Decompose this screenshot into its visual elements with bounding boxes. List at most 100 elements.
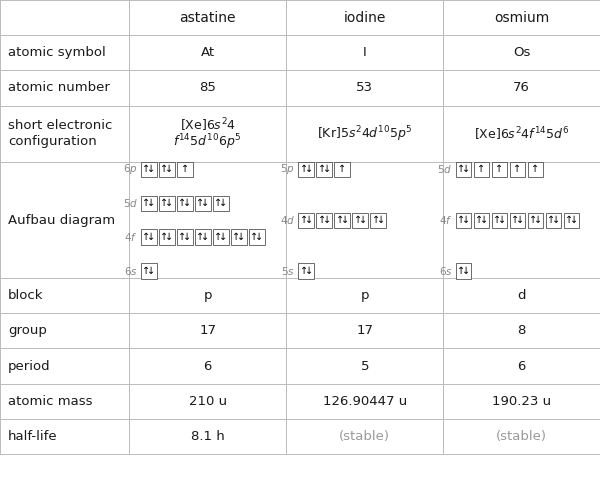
Text: 5: 5 (361, 360, 369, 373)
Text: atomic number: atomic number (8, 81, 110, 94)
Text: ↑: ↑ (371, 215, 380, 225)
Text: ↑: ↑ (457, 215, 465, 225)
Text: ↑: ↑ (477, 164, 485, 174)
Text: $f^{14}$5$d^{10}$6$p^5$: $f^{14}$5$d^{10}$6$p^5$ (173, 133, 242, 152)
Text: ↓: ↓ (166, 232, 173, 242)
Text: Aufbau diagram: Aufbau diagram (8, 214, 115, 227)
Text: ↓: ↓ (238, 232, 245, 242)
Text: 6$\it{s}$: 6$\it{s}$ (439, 265, 452, 277)
Bar (298, 263, 314, 279)
Text: ↑: ↑ (142, 266, 151, 276)
Text: ↓: ↓ (202, 232, 209, 242)
Bar (316, 161, 332, 177)
Text: ↓: ↓ (305, 215, 313, 225)
Text: At: At (200, 46, 215, 59)
Bar (213, 229, 229, 245)
Text: ↓: ↓ (323, 215, 331, 225)
Bar (370, 213, 386, 228)
Text: I: I (363, 46, 367, 59)
Text: ↑: ↑ (299, 164, 308, 174)
Text: 76: 76 (513, 81, 530, 94)
Text: ↓: ↓ (148, 198, 155, 208)
Text: 6: 6 (518, 360, 526, 373)
Text: ↓: ↓ (220, 198, 227, 208)
Text: 17: 17 (356, 324, 373, 337)
Bar (177, 229, 193, 245)
Text: ↓: ↓ (480, 215, 488, 225)
Text: d: d (517, 289, 526, 302)
Text: ↑: ↑ (214, 198, 223, 208)
Text: 5$\it{d}$: 5$\it{d}$ (123, 197, 138, 209)
Text: atomic mass: atomic mass (8, 395, 92, 408)
Text: ↑: ↑ (511, 215, 519, 225)
Bar (509, 161, 525, 177)
Text: astatine: astatine (179, 11, 236, 25)
Text: ↓: ↓ (462, 164, 470, 174)
Text: 126.90447 u: 126.90447 u (323, 395, 407, 408)
Text: ↑: ↑ (457, 266, 465, 276)
Text: p: p (203, 289, 212, 302)
Text: ↑: ↑ (353, 215, 362, 225)
Text: ↓: ↓ (323, 164, 331, 174)
Bar (473, 213, 489, 228)
Text: [Kr]5$s^2$4$d^{10}$5$p^5$: [Kr]5$s^2$4$d^{10}$5$p^5$ (317, 124, 413, 144)
Text: ↓: ↓ (184, 198, 191, 208)
Text: ↓: ↓ (148, 164, 155, 174)
Text: 210 u: 210 u (188, 395, 227, 408)
Text: ↑: ↑ (513, 164, 521, 174)
Text: 190.23 u: 190.23 u (492, 395, 551, 408)
Text: ↑: ↑ (214, 232, 223, 242)
Text: ↑: ↑ (335, 215, 344, 225)
Text: 6$\it{s}$: 6$\it{s}$ (124, 265, 138, 277)
Text: ↑: ↑ (565, 215, 573, 225)
Text: ↓: ↓ (166, 164, 173, 174)
Text: ↓: ↓ (184, 232, 191, 242)
Text: 17: 17 (199, 324, 216, 337)
Text: 85: 85 (199, 81, 216, 94)
Text: ↓: ↓ (148, 232, 155, 242)
Bar (141, 229, 157, 245)
Bar (159, 229, 175, 245)
Text: ↑: ↑ (299, 215, 308, 225)
Text: ↑: ↑ (142, 164, 151, 174)
Bar (473, 161, 489, 177)
Text: iodine: iodine (344, 11, 386, 25)
Text: ↑: ↑ (475, 215, 483, 225)
Bar (545, 213, 561, 228)
Text: ↑: ↑ (529, 215, 537, 225)
Text: ↓: ↓ (148, 266, 155, 276)
Bar (213, 196, 229, 211)
Bar (509, 213, 525, 228)
Text: ↓: ↓ (305, 164, 313, 174)
Bar (249, 229, 265, 245)
Bar (455, 263, 471, 279)
Text: 6$\it{p}$: 6$\it{p}$ (123, 162, 138, 176)
Text: ↑: ↑ (493, 215, 501, 225)
Text: ↑: ↑ (457, 164, 465, 174)
Text: 8.1 h: 8.1 h (191, 430, 224, 443)
Bar (491, 213, 507, 228)
Text: ↑: ↑ (196, 232, 205, 242)
Bar (334, 213, 350, 228)
Text: ↑: ↑ (250, 232, 259, 242)
Bar (177, 161, 193, 177)
Text: ↓: ↓ (462, 215, 470, 225)
Text: ↑: ↑ (495, 164, 503, 174)
Bar (231, 229, 247, 245)
Bar (141, 196, 157, 211)
Bar (195, 229, 211, 245)
Bar (195, 196, 211, 211)
Text: ↓: ↓ (377, 215, 385, 225)
Text: ↓: ↓ (462, 266, 470, 276)
Text: 4$\it{f}$: 4$\it{f}$ (124, 231, 138, 243)
Text: 8: 8 (518, 324, 526, 337)
Text: 4$\it{f}$: 4$\it{f}$ (439, 214, 452, 226)
Text: block: block (8, 289, 44, 302)
Bar (563, 213, 579, 228)
Text: half-life: half-life (8, 430, 58, 443)
Bar (298, 161, 314, 177)
Text: ↑: ↑ (181, 164, 189, 174)
Text: ↓: ↓ (256, 232, 263, 242)
Text: ↓: ↓ (359, 215, 367, 225)
Bar (141, 161, 157, 177)
